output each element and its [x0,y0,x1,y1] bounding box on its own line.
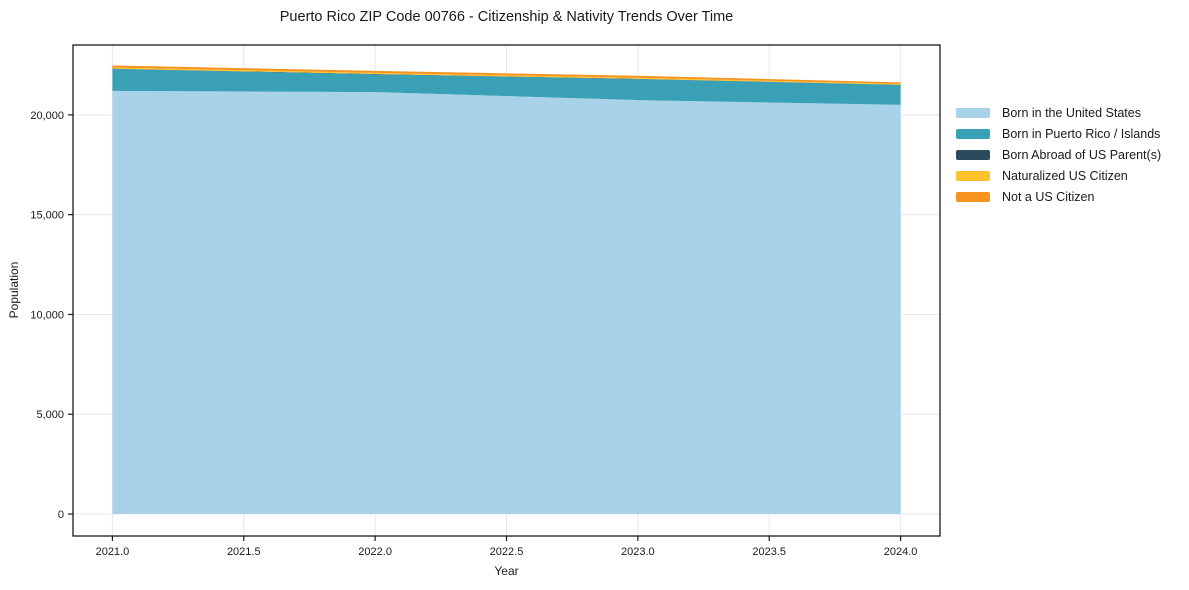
legend-item: Born in Puerto Rico / Islands [956,124,1161,145]
x-tick-label: 2023.5 [752,546,786,558]
chart-title: Puerto Rico ZIP Code 00766 - Citizenship… [279,9,734,25]
y-axis-label: Population [7,261,21,319]
x-tick-label: 2021.0 [96,546,130,558]
y-tick-label: 10,000 [30,309,64,321]
legend-swatch [956,191,990,202]
legend-label: Born Abroad of US Parent(s) [1002,147,1162,162]
legend-swatch [956,170,990,181]
legend-label: Born in Puerto Rico / Islands [1002,127,1161,142]
x-tick-label: 2024.0 [884,546,918,558]
area-series-3 [112,67,901,85]
y-tick-label: 20,000 [30,110,64,122]
legend-swatch [956,149,990,160]
y-tick-label: 15,000 [30,210,64,222]
y-tick-label: 5,000 [36,409,64,421]
legend-item: Born in the United States [956,103,1161,124]
legend-swatch [956,108,990,119]
legend: Born in the United States Born in Puerto… [956,103,1161,207]
area-series-0 [112,90,901,515]
area-series-2 [112,68,901,85]
legend-label: Naturalized US Citizen [1002,168,1128,183]
y-tick-label: 0 [58,509,64,521]
legend-item: Born Abroad of US Parent(s) [956,145,1161,166]
x-tick-label: 2022.0 [358,546,392,558]
legend-label: Not a US Citizen [1002,189,1095,204]
x-tick-label: 2023.0 [621,546,655,558]
x-axis-label: Year [494,564,519,578]
x-tick-label: 2021.5 [227,546,261,558]
legend-swatch [956,129,990,140]
legend-item: Naturalized US Citizen [956,165,1161,186]
area-series-4 [112,65,901,84]
x-tick-label: 2022.5 [490,546,524,558]
area-series-1 [112,68,901,105]
legend-label: Born in the United States [1002,106,1141,121]
legend-item: Not a US Citizen [956,186,1161,207]
